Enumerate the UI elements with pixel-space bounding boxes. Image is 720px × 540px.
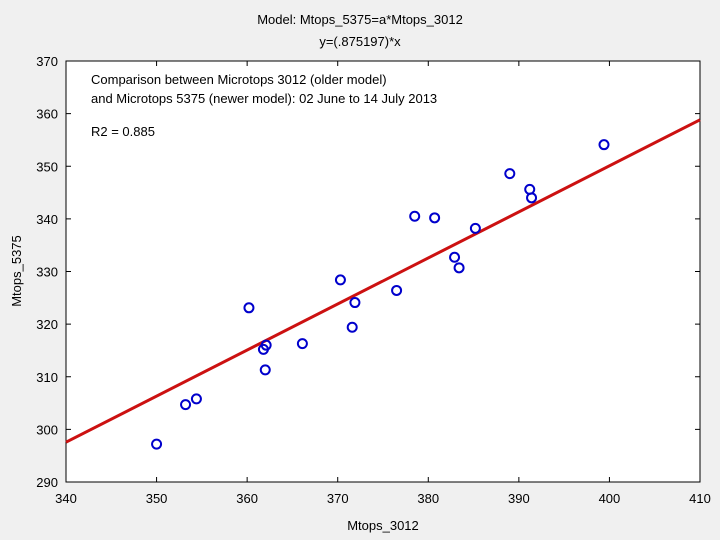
x-tick-label: 390 <box>508 491 530 506</box>
y-tick-label: 350 <box>36 159 58 174</box>
data-point <box>190 393 202 405</box>
x-tick-label: 410 <box>689 491 711 506</box>
y-tick-label: 340 <box>36 212 58 227</box>
data-point <box>260 339 272 351</box>
data-point <box>526 192 538 204</box>
data-point <box>449 251 461 263</box>
chart-title: Model: Mtops_5375=a*Mtops_3012 <box>257 12 463 27</box>
data-point <box>469 222 481 234</box>
y-tick-label: 370 <box>36 54 58 69</box>
x-tick-label: 360 <box>236 491 258 506</box>
x-tick-label: 380 <box>417 491 439 506</box>
x-tick-label: 370 <box>327 491 349 506</box>
data-point <box>453 262 465 274</box>
data-point <box>598 139 610 151</box>
data-point <box>409 210 421 222</box>
data-point <box>349 297 361 309</box>
data-point <box>296 338 308 350</box>
chart-subtitle: y=(.875197)*x <box>319 34 401 49</box>
y-tick-label: 290 <box>36 475 58 490</box>
data-point <box>151 438 163 450</box>
data-point <box>243 302 255 314</box>
y-tick-label: 310 <box>36 370 58 385</box>
data-point <box>504 168 516 180</box>
data-point <box>180 399 192 411</box>
data-point <box>429 212 441 224</box>
y-tick-label: 300 <box>36 422 58 437</box>
r2-label: R2 = 0.885 <box>91 124 155 139</box>
fit-line <box>65 118 701 444</box>
y-tick-label: 320 <box>36 317 58 332</box>
data-point <box>334 274 346 286</box>
annotation-line-2: and Microtops 5375 (newer model): 02 Jun… <box>91 91 437 106</box>
data-point <box>346 321 358 333</box>
data-point <box>391 284 403 296</box>
plot-area <box>65 60 701 483</box>
x-axis-label: Mtops_3012 <box>347 518 419 533</box>
y-tick-label: 360 <box>36 107 58 122</box>
x-tick-label: 350 <box>146 491 168 506</box>
x-tick-label: 340 <box>55 491 77 506</box>
y-axis-label: Mtops_5375 <box>9 235 24 307</box>
x-tick-label: 400 <box>599 491 621 506</box>
data-point <box>259 364 271 376</box>
y-tick-label: 330 <box>36 265 58 280</box>
annotation-line-1: Comparison between Microtops 3012 (older… <box>91 72 387 87</box>
